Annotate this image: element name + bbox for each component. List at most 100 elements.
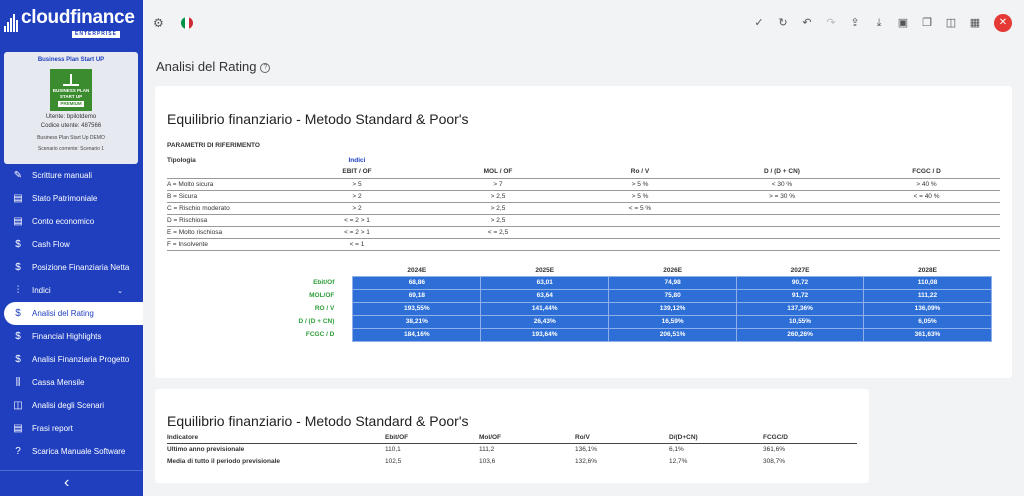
document-icon: ▤ bbox=[13, 423, 23, 434]
sidebar-item-posizione-finanziaria-netta[interactable]: $ Posizione Finanziaria Netta bbox=[0, 256, 143, 279]
table-header-row: Indicatore Ebit/OF Mol/OF Ro/V D/(D+CN) … bbox=[167, 433, 857, 444]
check-icon[interactable]: ✓ bbox=[754, 17, 764, 29]
sidebar-item-scarica-manuale[interactable]: ? Scarica Manuale Software bbox=[0, 440, 143, 463]
logo-text: cloudfinance bbox=[21, 7, 135, 28]
column-header: Ro / V bbox=[569, 166, 711, 179]
row-label: Ebit/Of bbox=[167, 276, 353, 289]
collapse-sidebar-icon[interactable]: ‹ bbox=[64, 474, 70, 491]
table-row: F = Insolvente < = 1 bbox=[167, 238, 1000, 251]
table-cell: 38,21% bbox=[352, 314, 482, 329]
row-label: Ultimo anno previsionale bbox=[167, 445, 245, 453]
table-cell: 260,26% bbox=[736, 327, 865, 342]
sidebar-divider bbox=[0, 470, 143, 471]
year-header: 2026E bbox=[663, 267, 683, 275]
table-cell: 75,80 bbox=[608, 288, 738, 303]
table-row: A = Molto sicura > 5 > 7 > 5 % < 30 % > … bbox=[167, 178, 1000, 191]
table-cell: < = 2 > 1 bbox=[287, 214, 427, 227]
table-cell bbox=[711, 214, 853, 227]
sidebar-item-label: Indici bbox=[32, 286, 51, 295]
table-row: Ultimo anno previsionale 110,1 111,2 136… bbox=[167, 443, 857, 455]
table-cell: 74,98 bbox=[608, 275, 738, 290]
sidebar-item-analisi-degli-scenari[interactable]: ◫ Analisi degli Scenari bbox=[0, 394, 143, 417]
table-cell bbox=[853, 238, 1000, 251]
settings-icon[interactable]: ⚙ bbox=[153, 16, 164, 30]
sidebar-item-cash-flow[interactable]: $ Cash Flow bbox=[0, 233, 143, 256]
sidebar-item-analisi-finanziaria-progetto[interactable]: $ Analisi Finanziaria Progetto bbox=[0, 348, 143, 371]
product-title: Business Plan Start UP bbox=[37, 57, 105, 63]
table-cell bbox=[427, 238, 569, 251]
italian-flag-icon[interactable] bbox=[181, 17, 193, 29]
table-row: Tipologia Indici bbox=[167, 154, 1000, 166]
save-icon[interactable]: ▣ bbox=[897, 17, 909, 29]
sidebar-item-scritture-manuali[interactable]: ✎ Scritture manuali bbox=[0, 164, 143, 187]
sidebar-item-financial-highlights[interactable]: $ Financial Highlights bbox=[0, 325, 143, 348]
column-header: Indicatore bbox=[167, 433, 385, 444]
dollar-icon: $ bbox=[15, 308, 21, 319]
table-cell: 26,43% bbox=[480, 314, 610, 329]
user-code: Codice utente: 487566 bbox=[40, 123, 102, 129]
table-cell: 139,12% bbox=[608, 301, 738, 316]
top-bar: ⚙ ✓ ↻ ↶ ↷ ⇪ ⤓ ▣ ❐ ◫ ▦ ✕ bbox=[143, 0, 1024, 46]
sidebar-item-frasi-report[interactable]: ▤ Frasi report bbox=[0, 417, 143, 440]
table-cell bbox=[569, 238, 711, 251]
table-cell: > 2,5 bbox=[427, 190, 569, 203]
table-row: RO / V 193,55% 141,44% 139,12% 137,36% 1… bbox=[167, 301, 992, 316]
table-cell: 361,63% bbox=[863, 327, 992, 342]
redo-icon[interactable]: ↷ bbox=[826, 17, 836, 29]
table-cell bbox=[853, 202, 1000, 215]
sidebar-item-label: Stato Patrimoniale bbox=[32, 194, 98, 203]
profile-card: Business Plan Start UP BUSINESS PLAN STA… bbox=[4, 52, 138, 164]
sidebar-item-conto-economico[interactable]: ▤ Conto economico bbox=[0, 210, 143, 233]
table-cell bbox=[853, 226, 1000, 239]
table-header-row: EBIT / OF MOL / OF Ro / V D / (D + CN) F… bbox=[167, 166, 1000, 179]
table-cell: 90,72 bbox=[736, 275, 865, 290]
table-cell: 132,6% bbox=[575, 457, 598, 465]
product-image: BUSINESS PLAN START UP PREMIUM bbox=[50, 69, 92, 111]
sidebar-item-cassa-mensile[interactable]: ⫼ Cassa Mensile bbox=[0, 371, 143, 394]
table-cell bbox=[569, 226, 711, 239]
sidebar-item-label: Scarica Manuale Software bbox=[32, 447, 126, 456]
undo-icon[interactable]: ↶ bbox=[802, 17, 812, 29]
indici-label: Indici bbox=[348, 156, 366, 164]
refresh-icon[interactable]: ↻ bbox=[778, 17, 788, 29]
document-icon: ▤ bbox=[13, 216, 23, 227]
sidebar-item-label: Cash Flow bbox=[32, 240, 70, 249]
copy-icon[interactable]: ❐ bbox=[922, 17, 932, 29]
column-header: D / (D + CN) bbox=[711, 166, 853, 179]
sidebar-item-label: Cassa Mensile bbox=[32, 378, 85, 387]
row-label: FCGC / D bbox=[167, 328, 353, 341]
download-icon[interactable]: ⤓ bbox=[876, 17, 882, 29]
sidebar-item-label: Analisi Finanziaria Progetto bbox=[32, 355, 130, 364]
sidebar-item-analisi-del-rating[interactable]: $ Analisi del Rating bbox=[4, 302, 143, 325]
column-header: EBIT / OF bbox=[287, 166, 427, 179]
row-label: D = Rischiosa bbox=[167, 214, 287, 227]
sidebar: cloudfinance ENTERPRISE Business Plan St… bbox=[0, 0, 143, 496]
year-header: 2024E bbox=[407, 267, 427, 275]
edit-icon: ✎ bbox=[13, 170, 23, 181]
sidebar-item-label: Analisi del Rating bbox=[32, 309, 94, 318]
year-header: 2027E bbox=[790, 267, 810, 275]
row-label: F = Insolvente bbox=[167, 238, 287, 251]
dollar-icon: $ bbox=[15, 239, 21, 250]
sidebar-item-stato-patrimoniale[interactable]: ▤ Stato Patrimoniale bbox=[0, 187, 143, 210]
upload-icon[interactable]: ⇪ bbox=[850, 17, 860, 29]
sidebar-item-label: Analisi degli Scenari bbox=[32, 401, 105, 410]
column-header: Mol/OF bbox=[479, 433, 575, 444]
help-icon[interactable]: ? bbox=[260, 62, 271, 73]
close-button[interactable]: ✕ bbox=[994, 14, 1012, 32]
row-label: Media di tutto il periodo previsionale bbox=[167, 457, 281, 465]
column-header: Ro/V bbox=[575, 433, 669, 444]
table-cell bbox=[711, 226, 853, 239]
logo[interactable]: cloudfinance ENTERPRISE bbox=[4, 8, 138, 38]
table-cell: > 2,5 bbox=[427, 202, 569, 215]
table-cell: < 30 % bbox=[711, 178, 853, 191]
layout-icon[interactable]: ▦ bbox=[969, 17, 981, 29]
rating-card: Equilibrio finanziario - Metodo Standard… bbox=[155, 86, 1012, 378]
table-cell: > 40 % bbox=[853, 178, 1000, 191]
dollar-icon: $ bbox=[15, 354, 21, 365]
tipologia-label: Tipologia bbox=[167, 156, 196, 164]
table-cell: 10,55% bbox=[736, 314, 865, 329]
sidebar-item-indici[interactable]: ⫶ Indici ⌄ bbox=[0, 279, 143, 302]
chevron-down-icon[interactable]: ⌄ bbox=[117, 287, 123, 295]
panel-icon[interactable]: ◫ bbox=[945, 17, 957, 29]
